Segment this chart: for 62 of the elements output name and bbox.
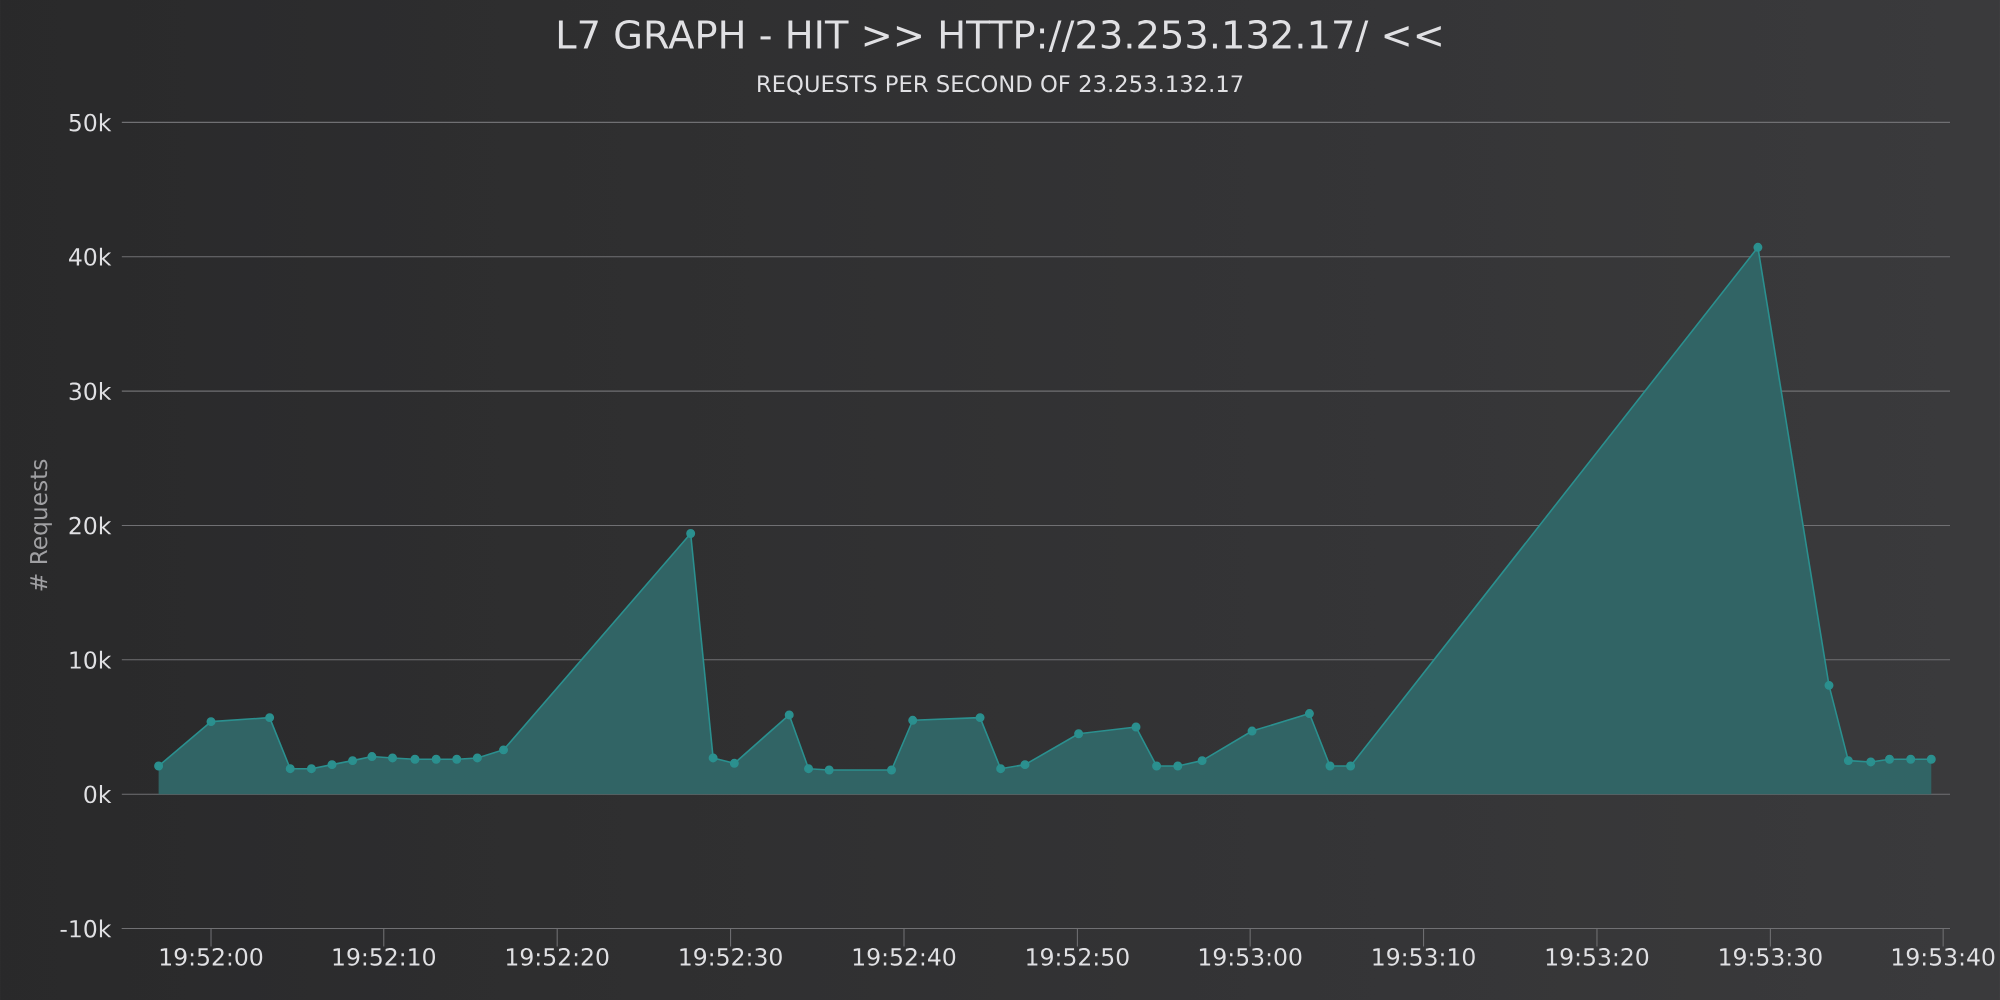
x-tick-label: 19:52:40	[853, 947, 956, 966]
x-tick-label: 19:52:10	[333, 947, 435, 966]
x-tick-label: 19:53:40	[1892, 947, 1995, 966]
point	[499, 745, 509, 755]
point	[1926, 754, 1936, 764]
point	[1325, 761, 1335, 771]
point	[1131, 722, 1141, 732]
x-tick-label: 19:53:20	[1546, 947, 1649, 966]
point	[452, 754, 462, 764]
y-tick-label: 50k	[69, 113, 112, 132]
point	[431, 754, 441, 764]
y-tick-label: -10k	[60, 919, 112, 938]
point	[975, 713, 985, 723]
point	[285, 764, 295, 774]
point	[1824, 680, 1834, 690]
x-tick-label: 19:53:10	[1373, 947, 1475, 966]
point	[1866, 757, 1876, 767]
y-axis-title: # Requests	[30, 459, 52, 591]
point	[1304, 709, 1314, 719]
point	[1843, 756, 1853, 766]
x-tick-label: 19:52:50	[1027, 947, 1129, 966]
point	[154, 761, 164, 771]
point	[708, 753, 718, 763]
chart-subtitle: REQUESTS PER SECOND OF 23.253.132.17	[758, 75, 1243, 95]
point	[824, 765, 834, 775]
point	[472, 753, 482, 763]
point	[367, 752, 377, 762]
point	[388, 753, 397, 763]
point	[1885, 754, 1894, 764]
point	[1906, 754, 1916, 764]
x-tick-label: 19:52:30	[680, 947, 782, 966]
point	[686, 529, 696, 539]
chart-title: L7 GRAPH - HIT >> HTTP://23.253.132.17/ <<	[558, 19, 1441, 53]
point	[1173, 761, 1183, 771]
point	[410, 754, 420, 764]
point	[887, 765, 896, 775]
y-tick-label: 30k	[69, 382, 112, 401]
x-tick-label: 19:52:00	[160, 947, 263, 966]
y-tick-label: 10k	[70, 650, 112, 669]
point	[996, 764, 1006, 774]
point	[1152, 761, 1162, 771]
point	[265, 713, 275, 723]
point	[804, 764, 814, 774]
x-tick-label: 19:52:20	[506, 947, 609, 966]
point	[1753, 242, 1763, 252]
y-tick-label: 0k	[84, 785, 112, 804]
x-tick-label: 19:53:30	[1720, 947, 1822, 966]
y-tick-label: 40k	[69, 247, 112, 266]
point	[348, 756, 358, 766]
point	[1346, 761, 1356, 771]
point	[1020, 760, 1030, 770]
point	[1197, 756, 1207, 766]
point	[908, 715, 918, 725]
point	[1074, 729, 1084, 739]
x-tick-label: 19:53:00	[1199, 947, 1302, 966]
y-tick-label: 20k	[69, 516, 112, 535]
point	[1247, 726, 1257, 736]
point	[327, 760, 337, 770]
point	[206, 717, 216, 727]
point	[784, 710, 794, 720]
point	[306, 764, 316, 774]
point	[729, 758, 739, 768]
